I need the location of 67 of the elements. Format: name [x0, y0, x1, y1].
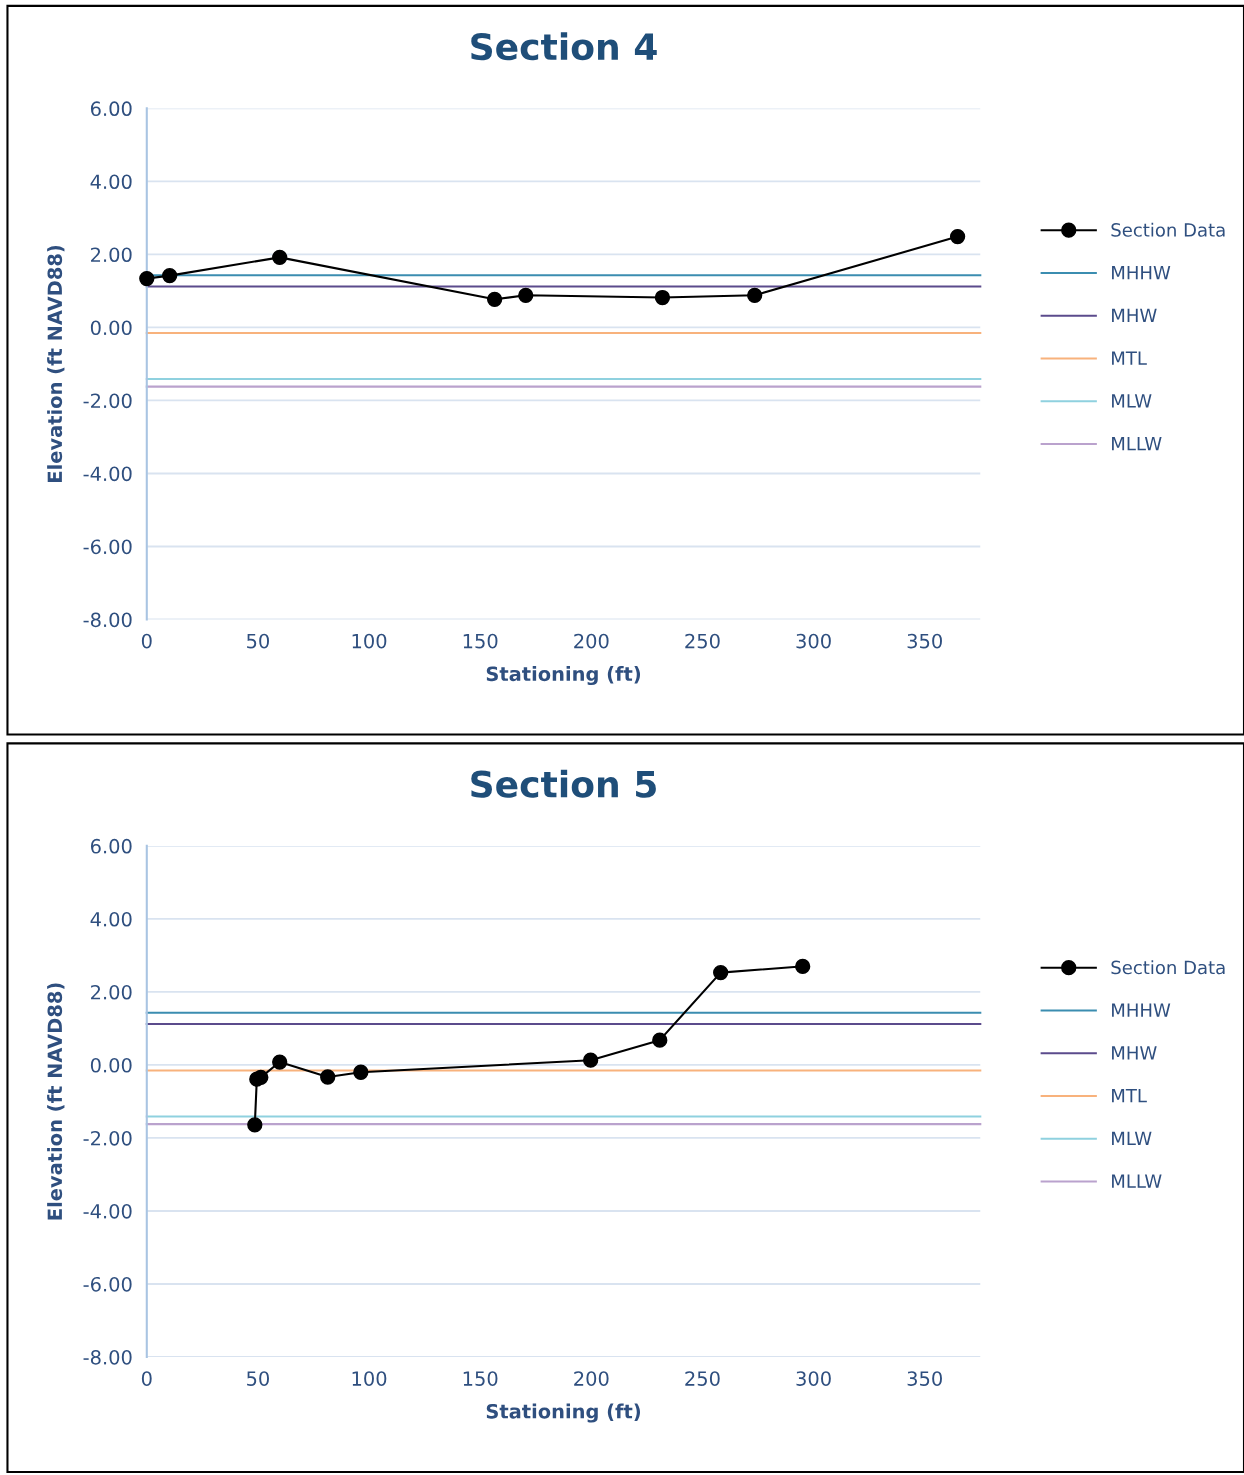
- x-tick-label: 300: [796, 633, 831, 649]
- x-tick-label: 50: [247, 633, 269, 649]
- point: [272, 1054, 288, 1070]
- y-tick-label: 0.00: [90, 320, 132, 336]
- y-tick-label: 6.00: [90, 101, 132, 117]
- y-tick-label: -8.00: [83, 612, 132, 628]
- point: [320, 1069, 336, 1085]
- legend-label: Section Data: [1111, 960, 1225, 975]
- y-tick-label: 2.00: [91, 984, 132, 1000]
- x-tick-label: 350: [907, 633, 942, 649]
- x-axis-title: Stationing (ft): [486, 666, 641, 686]
- x-tick-label: 50: [247, 1371, 269, 1386]
- legend-label: MLW: [1112, 1131, 1152, 1146]
- legend-label: MLLW: [1112, 437, 1162, 451]
- point: [518, 287, 534, 303]
- y-tick-label: -4.00: [83, 466, 132, 482]
- x-tick-label: 0: [141, 633, 152, 649]
- point: [139, 270, 155, 287]
- x-tick-label: 100: [352, 1371, 387, 1386]
- point: [652, 1032, 668, 1048]
- y-tick-label: 0.00: [90, 1057, 132, 1073]
- point: [654, 289, 671, 306]
- x-tick-label: 100: [352, 633, 387, 649]
- point: [162, 267, 178, 284]
- y-tick-label: -8.00: [83, 1349, 132, 1365]
- y-tick-label: -2.00: [83, 1130, 132, 1146]
- y-tick-label: -6.00: [83, 1276, 132, 1292]
- x-tick-label: 300: [796, 1371, 831, 1386]
- x-axis-title: Stationing (ft): [486, 1403, 641, 1423]
- x-tick-label: 350: [907, 1371, 942, 1386]
- point: [713, 964, 729, 981]
- x-tick-label: 150: [463, 633, 498, 649]
- legend-label: MHW: [1112, 308, 1157, 323]
- y-tick-label: 6.00: [90, 838, 132, 854]
- legend-label: Section Data: [1111, 222, 1225, 237]
- y-axis-title: Elevation (ft NAVD88): [47, 245, 65, 482]
- y-tick-label: -6.00: [83, 539, 132, 555]
- x-tick-label: 250: [685, 633, 720, 649]
- x-tick-label: 200: [574, 633, 609, 649]
- chart-title: Section 5: [471, 769, 656, 798]
- chart-title: Section 4: [471, 32, 657, 61]
- y-tick-label: -4.00: [83, 1203, 132, 1219]
- point: [272, 249, 288, 265]
- x-tick-label: 250: [685, 1371, 720, 1386]
- legend-label: MHW: [1112, 1046, 1157, 1060]
- legend-label: MHHW: [1112, 266, 1171, 280]
- point: [583, 1052, 599, 1068]
- point: [949, 228, 966, 245]
- point: [253, 1069, 269, 1086]
- point: [353, 1064, 369, 1080]
- y-tick-label: -2.00: [83, 393, 132, 409]
- x-tick-label: 200: [574, 1371, 609, 1386]
- x-tick-label: 150: [463, 1371, 498, 1386]
- point: [486, 291, 503, 307]
- y-axis-title: Elevation (ft NAVD88): [47, 983, 65, 1220]
- point: [247, 1117, 263, 1133]
- point: [795, 958, 811, 975]
- legend-label: MTL: [1112, 1089, 1147, 1103]
- legend-label: MHHW: [1112, 1003, 1171, 1017]
- y-tick-label: 4.00: [90, 911, 132, 927]
- point: [747, 287, 763, 303]
- y-tick-label: 4.00: [90, 174, 132, 190]
- y-tick-label: 2.00: [91, 247, 132, 263]
- x-tick-label: 0: [141, 1371, 152, 1386]
- legend-label: MLW: [1112, 394, 1152, 408]
- legend-label: MLLW: [1112, 1174, 1162, 1188]
- legend-label: MTL: [1112, 351, 1147, 365]
